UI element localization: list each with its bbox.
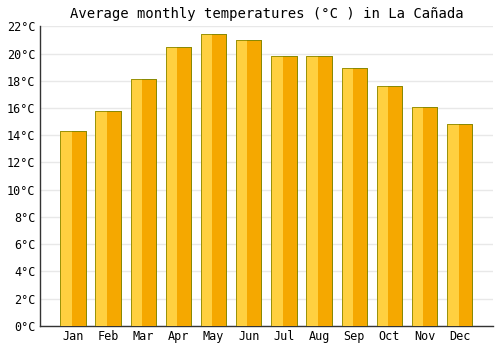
Bar: [96, 111, 120, 326]
Bar: [60, 131, 86, 326]
Bar: [377, 86, 402, 326]
Bar: [447, 124, 472, 326]
Bar: [130, 79, 156, 326]
Bar: [60, 131, 86, 326]
Bar: [412, 107, 424, 326]
Bar: [306, 56, 318, 326]
Bar: [201, 34, 212, 326]
Bar: [201, 34, 226, 326]
Bar: [166, 47, 191, 326]
Bar: [342, 69, 353, 326]
Bar: [60, 131, 72, 326]
Bar: [166, 47, 191, 326]
Bar: [272, 56, 282, 326]
Bar: [96, 111, 120, 326]
Bar: [201, 34, 226, 326]
Bar: [377, 86, 388, 326]
Bar: [96, 111, 107, 326]
Bar: [166, 47, 177, 326]
Title: Average monthly temperatures (°C ) in La Cañada: Average monthly temperatures (°C ) in La…: [70, 7, 463, 21]
Bar: [236, 40, 248, 326]
Bar: [236, 40, 262, 326]
Bar: [412, 107, 438, 326]
Bar: [130, 79, 156, 326]
Bar: [272, 56, 296, 326]
Bar: [272, 56, 296, 326]
Bar: [130, 79, 142, 326]
Bar: [306, 56, 332, 326]
Bar: [306, 56, 332, 326]
Bar: [236, 40, 262, 326]
Bar: [342, 69, 367, 326]
Bar: [377, 86, 402, 326]
Bar: [447, 124, 458, 326]
Bar: [447, 124, 472, 326]
Bar: [412, 107, 438, 326]
Bar: [342, 69, 367, 326]
